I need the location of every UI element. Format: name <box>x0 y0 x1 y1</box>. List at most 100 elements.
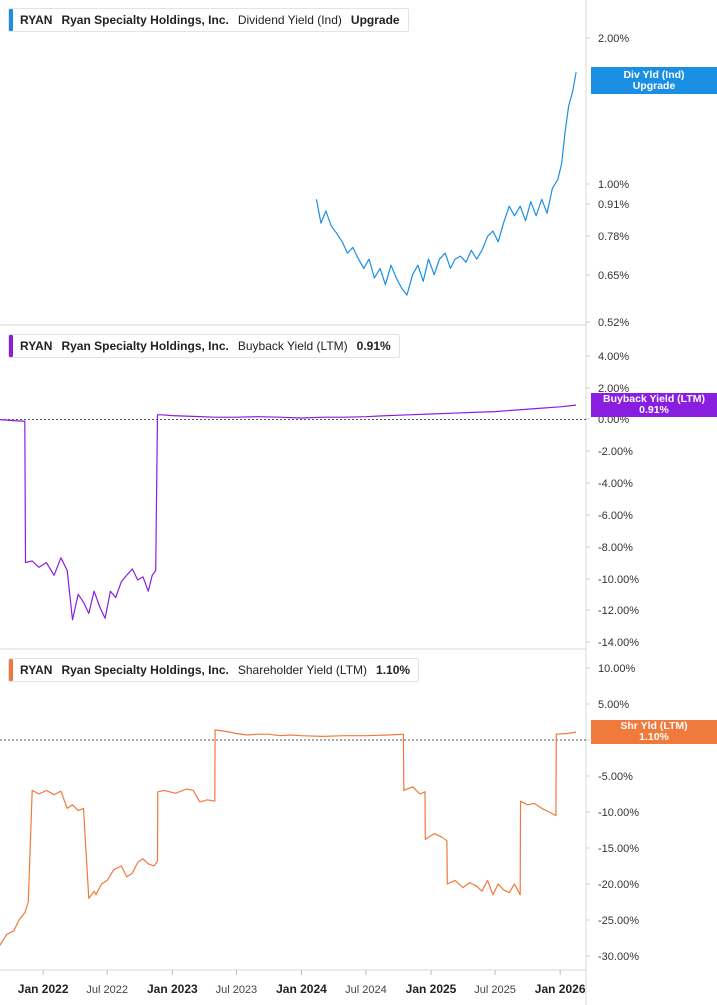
series-point <box>105 618 106 619</box>
series-point <box>24 421 25 422</box>
series-point <box>157 791 158 792</box>
series-point <box>126 575 127 576</box>
series-point <box>258 416 259 417</box>
legend-color-swatch <box>9 9 13 31</box>
series-point <box>32 560 33 561</box>
series-point <box>60 791 61 792</box>
series-point <box>538 408 539 409</box>
series-point <box>476 886 477 887</box>
legend-value[interactable]: Upgrade <box>350 13 400 27</box>
series-point <box>46 562 47 563</box>
series-point <box>320 223 321 224</box>
y-tick-label: -30.00% <box>598 951 639 963</box>
series-point <box>430 413 431 414</box>
y-tick-label: 10.00% <box>598 663 636 675</box>
dividend-yield-flag[interactable]: Div Yld (Ind) Upgrade <box>591 67 717 94</box>
series-point <box>423 281 424 282</box>
series-point <box>409 414 410 415</box>
x-tick-label: Jul 2022 <box>86 984 128 996</box>
series-point <box>172 415 173 416</box>
series-point <box>83 602 84 603</box>
flag-value: 0.91% <box>639 404 669 416</box>
series-point <box>99 606 100 607</box>
series-point <box>148 863 149 864</box>
y-tick-label: -25.00% <box>598 915 639 927</box>
series-point <box>374 277 375 278</box>
series-point <box>487 880 488 881</box>
legend-metric: Dividend Yield (Ind) <box>237 13 342 27</box>
buyback-yield-flag: Buyback Yield (LTM) 0.91% <box>591 393 717 417</box>
series-point <box>396 277 397 278</box>
series-point <box>365 735 366 736</box>
series-point <box>525 220 526 221</box>
series-point <box>471 250 472 251</box>
series-point <box>380 268 381 269</box>
series-point <box>347 253 348 254</box>
legend-value: 0.91% <box>356 339 391 353</box>
series-point <box>161 414 162 415</box>
series-point <box>576 732 577 733</box>
legend-buyback-yield: RYAN Ryan Specialty Holdings, Inc. Buyba… <box>8 334 400 358</box>
x-tick-label: Jan 2025 <box>406 982 457 996</box>
series-point <box>344 417 345 418</box>
series-point <box>236 733 237 734</box>
series-point <box>6 934 7 935</box>
x-tick-label: Jul 2025 <box>474 984 516 996</box>
series-point <box>344 735 345 736</box>
series-point <box>365 416 366 417</box>
legend-metric: Shareholder Yield (LTM) <box>237 663 368 677</box>
series-point <box>572 91 573 92</box>
series-point <box>555 815 556 816</box>
series-point <box>193 416 194 417</box>
series-point <box>560 406 561 407</box>
series-point <box>132 568 133 569</box>
y-tick-label: -15.00% <box>598 843 639 855</box>
series-point <box>142 576 143 577</box>
series-point <box>547 213 548 214</box>
y-tick-label: -10.00% <box>598 807 639 819</box>
series-point <box>142 858 143 859</box>
series-point <box>369 259 370 260</box>
series-point <box>225 731 226 732</box>
y-tick-label: 2.00% <box>598 383 629 395</box>
series-point <box>403 790 404 791</box>
series-point <box>469 882 470 883</box>
series-point <box>279 417 280 418</box>
series-point <box>476 259 477 260</box>
x-tick-label: Jan 2026 <box>535 982 586 996</box>
series-point <box>38 793 39 794</box>
series-point <box>455 259 456 260</box>
series-point <box>78 594 79 595</box>
series-point <box>473 412 474 413</box>
y-tick-label: 0.91% <box>598 199 629 211</box>
series-point <box>541 808 542 809</box>
series-point <box>520 801 521 802</box>
series-point <box>94 591 95 592</box>
series-point <box>258 734 259 735</box>
series-point <box>552 188 553 189</box>
legend-color-swatch <box>9 335 13 357</box>
series-point <box>462 887 463 888</box>
series-point <box>412 786 413 787</box>
flag-label: Shr Yld (LTM) <box>620 720 688 732</box>
series-point <box>214 417 215 418</box>
series-point <box>126 876 127 877</box>
series-point <box>536 215 537 216</box>
series-point <box>322 736 323 737</box>
series-point <box>481 891 482 892</box>
series-point <box>94 891 95 892</box>
y-tick-label: -6.00% <box>598 510 633 522</box>
legend-value: 1.10% <box>376 663 411 677</box>
x-tick-label: Jan 2023 <box>147 982 198 996</box>
series-point <box>38 567 39 568</box>
series-point <box>460 256 461 257</box>
series-point <box>387 415 388 416</box>
series-point <box>417 265 418 266</box>
series-point <box>25 562 26 563</box>
series-point <box>24 912 25 913</box>
series-point <box>331 225 332 226</box>
series-point <box>215 729 216 730</box>
series-line <box>0 729 577 946</box>
series-point <box>428 259 429 260</box>
series-point <box>520 206 521 207</box>
